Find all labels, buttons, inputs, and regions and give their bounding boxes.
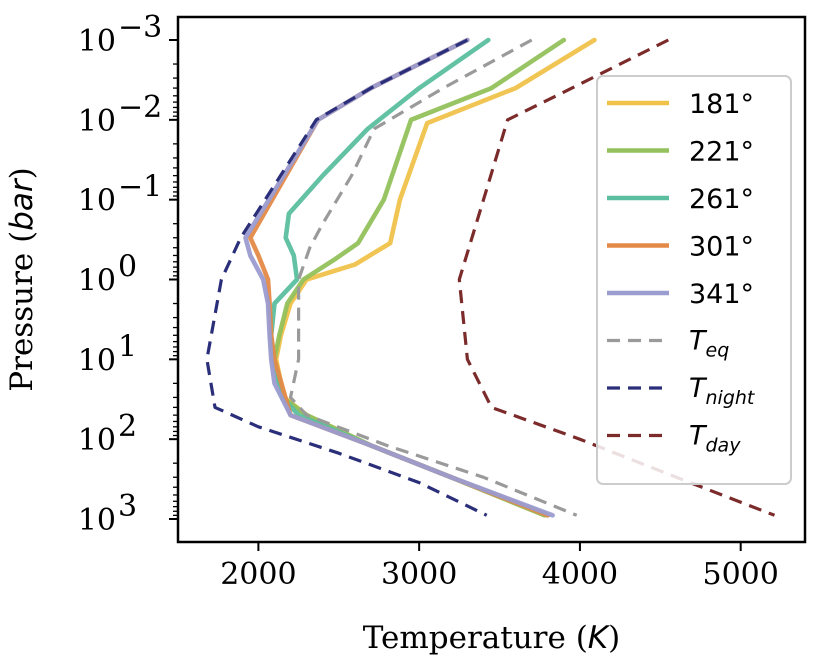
y-tick-label-3: 10 <box>78 264 116 299</box>
y-tick-exponent-0: −3 <box>118 10 162 45</box>
y-tick-label-2: 10 <box>78 184 116 219</box>
x-tick-label-3: 5000 <box>703 557 779 592</box>
series-lines <box>205 37 776 518</box>
legend-label-subscript-7: day <box>706 435 742 457</box>
legend-label-1: 221° <box>689 137 754 168</box>
series-line-7 <box>457 38 776 517</box>
y-tick-exponent-2: −1 <box>118 170 162 205</box>
y-tick-label-1: 10 <box>78 104 116 139</box>
y-tick-exponent-4: 1 <box>118 329 137 364</box>
y-tick-label-5: 10 <box>78 423 116 458</box>
x-tick-label-1: 3000 <box>381 557 457 592</box>
y-axis-unit: bar <box>4 177 40 231</box>
x-tick-label-2: 4000 <box>542 557 618 592</box>
legend-label-4: 341° <box>689 279 754 310</box>
y-tick-label-4: 10 <box>78 343 116 378</box>
legend-box <box>596 75 792 485</box>
y-tick-exponent-3: 0 <box>118 250 137 285</box>
y-tick-exponent-6: 3 <box>118 489 137 524</box>
y-tick-exponent-1: −2 <box>118 90 162 125</box>
y-tick-label-0: 10 <box>78 24 116 59</box>
legend-label-subscript-6: night <box>706 387 756 409</box>
y-tick-label-6: 10 <box>78 503 116 538</box>
x-axis-unit: K <box>588 620 611 656</box>
y-tick-exponent-5: 2 <box>118 409 137 444</box>
series-line-6 <box>205 38 488 517</box>
x-tick-label-0: 2000 <box>220 557 296 592</box>
legend-label-2: 261° <box>689 184 754 215</box>
series-line-4 <box>243 37 555 518</box>
x-axis-title: Temperature (K) <box>363 620 621 656</box>
legend-label-subscript-5: eq <box>706 340 730 362</box>
series-line-5 <box>288 38 578 517</box>
legend-label-3: 301° <box>689 232 754 263</box>
legend-label-0: 181° <box>689 89 754 120</box>
y-axis-title: Pressure (bar) <box>4 167 40 391</box>
